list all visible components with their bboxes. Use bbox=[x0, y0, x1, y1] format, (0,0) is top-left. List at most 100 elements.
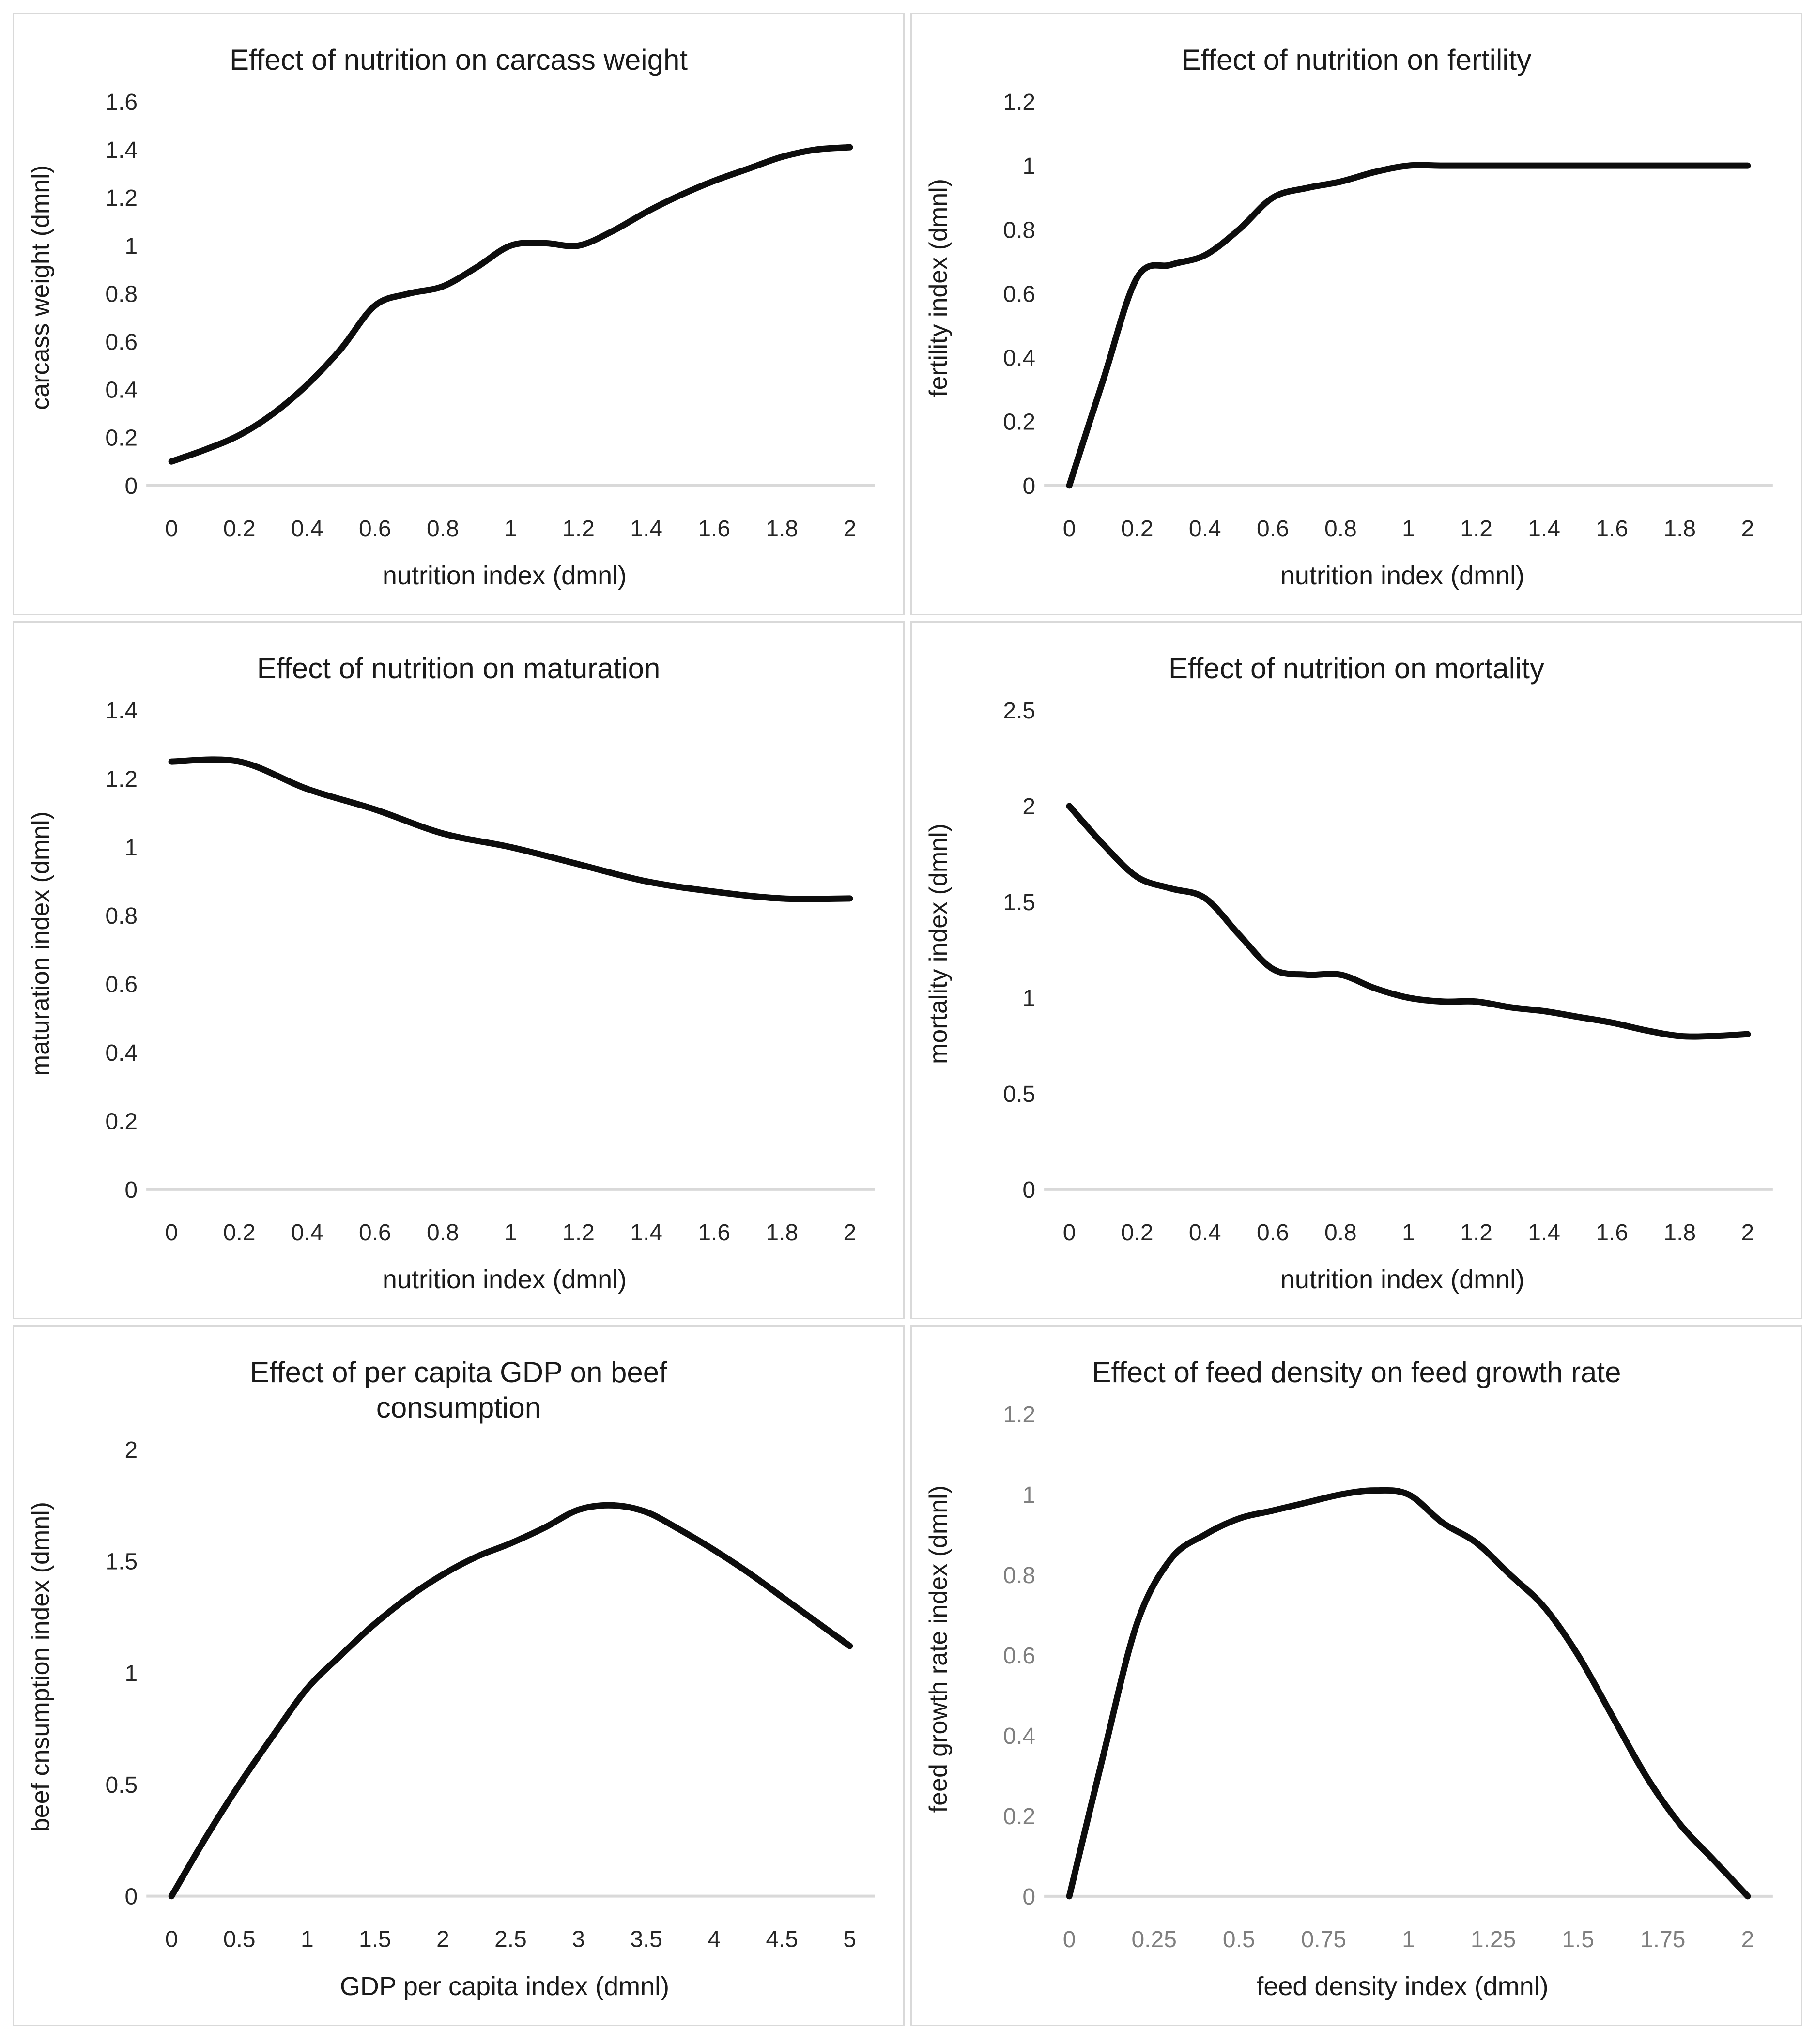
svg-text:1.4: 1.4 bbox=[630, 516, 662, 542]
svg-text:0.75: 0.75 bbox=[1301, 1927, 1346, 1952]
chart-body: mortality index (dmnl) 0 0.2 0.4 0.6 0.8 1 1.2… bbox=[912, 686, 1801, 1265]
svg-text:1: 1 bbox=[504, 516, 517, 542]
x-axis-title: GDP per capita index (dmnl) bbox=[339, 1972, 670, 2001]
chart-panel-feed-growth-rate: Effect of feed density on feed growth ra… bbox=[910, 1325, 1802, 2026]
svg-text:2: 2 bbox=[1741, 1927, 1754, 1952]
x-axis-title: nutrition index (dmnl) bbox=[1280, 561, 1525, 590]
svg-text:0: 0 bbox=[124, 473, 138, 499]
chart-title: Effect of feed density on feed growth ra… bbox=[1092, 1356, 1621, 1388]
svg-text:0.4: 0.4 bbox=[1189, 516, 1221, 542]
chart-title: Effect of nutrition on maturation bbox=[257, 652, 661, 685]
svg-text:0.2: 0.2 bbox=[223, 516, 256, 542]
x-axis-title: nutrition index (dmnl) bbox=[1280, 1265, 1525, 1294]
svg-text:1.2: 1.2 bbox=[562, 1220, 595, 1246]
feed-growth-rate-line-chart: 0 0.25 0.5 0.75 1 1.25 1.5 1.75 2 0 0.2 0.4 0.6 0.8 1 1… bbox=[1003, 1402, 1773, 1952]
svg-text:1.2: 1.2 bbox=[1460, 1220, 1492, 1246]
svg-text:4.5: 4.5 bbox=[766, 1927, 798, 1952]
svg-text:1.4: 1.4 bbox=[1528, 1220, 1560, 1246]
svg-text:0: 0 bbox=[1022, 1884, 1035, 1910]
svg-text:1.6: 1.6 bbox=[1596, 516, 1628, 542]
svg-text:0.8: 0.8 bbox=[427, 516, 459, 542]
svg-text:0.8: 0.8 bbox=[1003, 217, 1035, 243]
svg-text:1: 1 bbox=[1022, 986, 1035, 1011]
svg-text:3: 3 bbox=[572, 1927, 585, 1952]
svg-text:2: 2 bbox=[1022, 794, 1035, 820]
svg-text:1.6: 1.6 bbox=[698, 1220, 730, 1246]
svg-text:0: 0 bbox=[1063, 1927, 1076, 1952]
svg-text:0.4: 0.4 bbox=[291, 516, 323, 542]
beef-consumption-line-chart: 0 0.5 1 1.5 2 2.5 3 3.5 4 4.5 5 0 0.5 1 1.5 2 bbox=[106, 1437, 875, 1952]
svg-text:1.6: 1.6 bbox=[105, 90, 138, 115]
chart-panel-beef-consumption: Effect of per capita GDP on beef consump… bbox=[13, 1325, 905, 2026]
svg-text:3.5: 3.5 bbox=[630, 1927, 662, 1952]
y-axis-title: fertility index (dmnl) bbox=[924, 178, 953, 397]
svg-text:1.6: 1.6 bbox=[1596, 1220, 1628, 1246]
svg-text:0.6: 0.6 bbox=[1257, 516, 1289, 542]
svg-text:0.4: 0.4 bbox=[1003, 346, 1035, 371]
chart-title: Effect of nutrition on fertility bbox=[1181, 44, 1532, 76]
svg-text:1.2: 1.2 bbox=[1460, 516, 1492, 542]
svg-text:1: 1 bbox=[1022, 153, 1035, 179]
svg-text:0.25: 0.25 bbox=[1131, 1927, 1176, 1952]
svg-text:1.2: 1.2 bbox=[105, 767, 138, 793]
svg-text:2: 2 bbox=[844, 1220, 857, 1246]
svg-text:0.2: 0.2 bbox=[223, 1220, 256, 1246]
carcass-weight-line-chart: 0 0.2 0.4 0.6 0.8 1 1.2 1.4 1.6 1.8 2 0 0.2 0.4 0.6 0.8… bbox=[105, 90, 875, 542]
svg-text:0: 0 bbox=[165, 1927, 178, 1952]
mortality-line-chart: 0 0.2 0.4 0.6 0.8 1 1.2 1.4 1.6 1.8 2 0 0.5 1 1.5 2 2.5 bbox=[1003, 698, 1773, 1246]
chart-panel-carcass-weight: Effect of nutrition on carcass weight ca… bbox=[13, 13, 905, 615]
svg-text:0.2: 0.2 bbox=[1121, 1220, 1154, 1246]
svg-text:1.75: 1.75 bbox=[1640, 1927, 1685, 1952]
svg-text:2.5: 2.5 bbox=[494, 1927, 527, 1952]
x-axis-title: feed density index (dmnl) bbox=[1256, 1972, 1549, 2001]
svg-text:1.8: 1.8 bbox=[766, 1220, 798, 1246]
svg-text:1: 1 bbox=[1402, 1220, 1415, 1246]
svg-text:2: 2 bbox=[844, 516, 857, 542]
y-axis-title: maturation index (dmnl) bbox=[27, 811, 55, 1076]
svg-text:1.5: 1.5 bbox=[359, 1927, 391, 1952]
svg-text:0.8: 0.8 bbox=[1003, 1563, 1035, 1588]
chart-body: carcass weight (dmnl) 0 0.2 0.4 0.6 0.8 1 1.2 1… bbox=[14, 77, 903, 561]
svg-text:0: 0 bbox=[165, 516, 178, 542]
svg-text:0.8: 0.8 bbox=[1324, 516, 1357, 542]
svg-text:1: 1 bbox=[124, 233, 138, 259]
svg-text:0.6: 0.6 bbox=[105, 972, 138, 998]
svg-text:1.4: 1.4 bbox=[630, 1220, 662, 1246]
svg-text:1: 1 bbox=[504, 1220, 517, 1246]
svg-text:0.6: 0.6 bbox=[1003, 282, 1035, 307]
chart-panel-fertility: Effect of nutrition on fertility fertili… bbox=[910, 13, 1802, 615]
svg-text:0.6: 0.6 bbox=[1003, 1643, 1035, 1669]
svg-text:1: 1 bbox=[125, 1661, 138, 1687]
svg-text:1.8: 1.8 bbox=[1663, 516, 1696, 542]
svg-text:1: 1 bbox=[301, 1927, 314, 1952]
svg-text:0.6: 0.6 bbox=[359, 516, 391, 542]
svg-text:0.8: 0.8 bbox=[105, 903, 138, 929]
svg-text:0.5: 0.5 bbox=[223, 1927, 256, 1952]
y-axis-title: mortality index (dmnl) bbox=[924, 824, 953, 1065]
svg-text:1.5: 1.5 bbox=[106, 1549, 138, 1575]
chart-panel-maturation: Effect of nutrition on maturation matura… bbox=[13, 621, 905, 1319]
svg-text:0.5: 0.5 bbox=[1223, 1927, 1255, 1952]
svg-text:0.5: 0.5 bbox=[106, 1772, 138, 1798]
svg-text:0: 0 bbox=[1022, 473, 1035, 499]
chart-body: fertility index (dmnl) 0 0.2 0.4 0.6 0.8 1 1.2… bbox=[912, 77, 1801, 561]
chart-title: Effect of nutrition on mortality bbox=[1169, 652, 1544, 685]
fertility-line-chart: 0 0.2 0.4 0.6 0.8 1 1.2 1.4 1.6 1.8 2 0 0.2 0.4 0.6 0.8… bbox=[1003, 90, 1773, 542]
svg-text:1.2: 1.2 bbox=[1003, 1402, 1035, 1428]
svg-text:1.8: 1.8 bbox=[1663, 1220, 1696, 1246]
svg-text:4: 4 bbox=[708, 1927, 721, 1952]
maturation-line-chart: 0 0.2 0.4 0.6 0.8 1 1.2 1.4 1.6 1.8 2 0 0.2 0.4 0.6 0.8… bbox=[105, 698, 875, 1246]
chart-body: beef cnsumption index (dmnl) 0 0.5 1 1.5 2 2.… bbox=[14, 1425, 903, 1971]
svg-text:1.4: 1.4 bbox=[105, 698, 138, 724]
x-axis-title: nutrition index (dmnl) bbox=[382, 1265, 627, 1294]
svg-text:1.6: 1.6 bbox=[698, 516, 730, 542]
chart-title: Effect of per capita GDP on beef consump… bbox=[250, 1356, 667, 1424]
svg-text:0.4: 0.4 bbox=[105, 1040, 138, 1066]
svg-text:0: 0 bbox=[165, 1220, 178, 1246]
svg-text:0.6: 0.6 bbox=[359, 1220, 391, 1246]
chart-body: maturation index (dmnl) 0 0.2 0.4 0.6 0.8 1 1.… bbox=[14, 686, 903, 1265]
chart-title: Effect of nutrition on carcass weight bbox=[229, 44, 688, 76]
svg-text:0.2: 0.2 bbox=[1003, 410, 1035, 435]
svg-text:5: 5 bbox=[843, 1927, 856, 1952]
